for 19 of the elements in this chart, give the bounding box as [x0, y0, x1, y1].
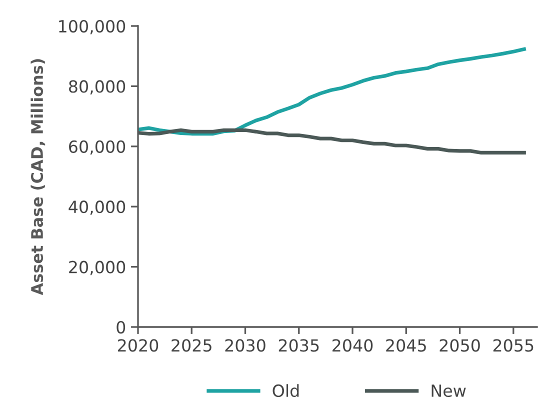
- x-tick-label: 2045: [386, 339, 426, 352]
- x-tick-label: 2055: [493, 339, 534, 352]
- x-tick-label: 2030: [225, 339, 266, 352]
- x-tick-label: 2050: [440, 339, 480, 352]
- y-tick-label: 40,000: [68, 200, 126, 215]
- y-tick-label: 20,000: [69, 260, 126, 276]
- y-tick-label: 0: [116, 320, 126, 334]
- legend-label: New: [432, 384, 466, 398]
- line-series: [138, 128, 526, 155]
- x-tick-label: 2020: [118, 339, 158, 352]
- y-tick-label: 80,000: [69, 80, 126, 94]
- legend-label: Old: [272, 384, 299, 398]
- x-tick-label: 2025: [172, 339, 212, 352]
- y-tick-label: 100,000: [59, 20, 126, 34]
- x-tick-label: 2035: [278, 339, 319, 352]
- x-tick-label: 2040: [332, 339, 373, 352]
- y-axis-title: Asset Base (CAD, Millions): [30, 59, 46, 296]
- line-series: [138, 47, 526, 136]
- y-tick-label: 60,000: [69, 140, 126, 155]
